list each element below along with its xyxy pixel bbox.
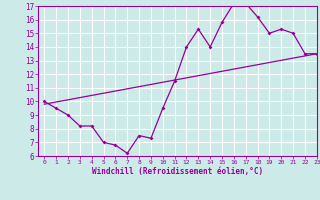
X-axis label: Windchill (Refroidissement éolien,°C): Windchill (Refroidissement éolien,°C) <box>92 167 263 176</box>
